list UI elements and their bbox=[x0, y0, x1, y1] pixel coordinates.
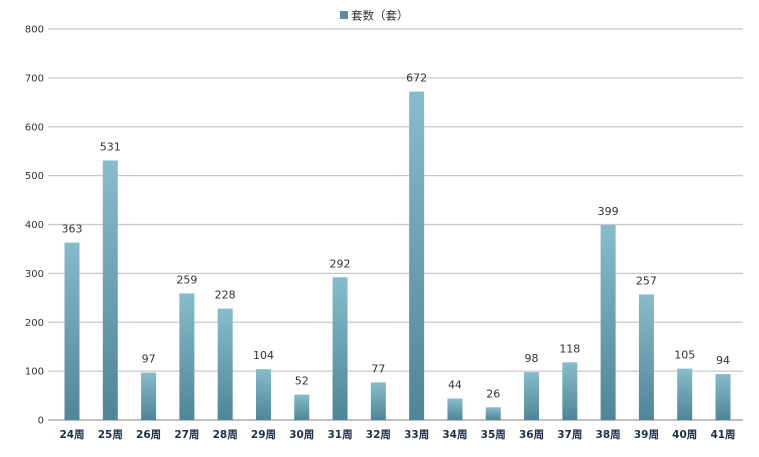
data-label: 257 bbox=[636, 274, 657, 287]
bar-28周 bbox=[217, 308, 233, 420]
x-tick-label: 38周 bbox=[596, 429, 621, 441]
data-label: 97 bbox=[142, 353, 156, 366]
data-label: 26 bbox=[486, 387, 500, 400]
x-tick-label: 25周 bbox=[98, 429, 123, 441]
bar-27周 bbox=[179, 293, 195, 420]
data-label: 531 bbox=[100, 140, 121, 153]
data-label: 259 bbox=[176, 273, 197, 286]
bar-31周 bbox=[332, 277, 348, 420]
bar-26周 bbox=[141, 372, 157, 420]
data-label: 292 bbox=[330, 257, 351, 270]
bar-25周 bbox=[102, 160, 118, 420]
bar-34周 bbox=[447, 398, 463, 420]
bar-36周 bbox=[524, 372, 540, 420]
x-tick-label: 28周 bbox=[213, 429, 238, 441]
y-tick-label: 800 bbox=[25, 25, 44, 36]
y-tick-label: 100 bbox=[25, 367, 44, 378]
bar-39周 bbox=[638, 294, 654, 420]
y-tick-label: 0 bbox=[38, 416, 44, 427]
x-tick-label: 35周 bbox=[481, 429, 506, 441]
x-tick-label: 36周 bbox=[519, 429, 544, 441]
x-tick-label: 27周 bbox=[174, 429, 199, 441]
x-tick-label: 33周 bbox=[404, 429, 429, 441]
data-label: 44 bbox=[448, 378, 462, 391]
bar-38周 bbox=[600, 224, 616, 420]
bar-35周 bbox=[485, 407, 501, 420]
bars bbox=[64, 91, 731, 420]
x-tick-label: 41周 bbox=[710, 429, 735, 441]
y-tick-label: 200 bbox=[25, 318, 44, 329]
y-tick-label: 300 bbox=[25, 269, 44, 280]
legend: 套数（套） bbox=[340, 9, 409, 23]
x-tick-label: 26周 bbox=[136, 429, 161, 441]
x-tick-label: 24周 bbox=[59, 429, 84, 441]
bar-29周 bbox=[255, 369, 271, 420]
x-tick-label: 30周 bbox=[289, 429, 314, 441]
x-tick-label: 37周 bbox=[557, 429, 582, 441]
y-tick-label: 500 bbox=[25, 171, 44, 182]
y-tick-label: 400 bbox=[25, 220, 44, 231]
x-tick-label: 39周 bbox=[634, 429, 659, 441]
x-axis: 24周 25周 26周 27周 28周 29周 30周 31周 32周 33周 34周 35周 36周 3… bbox=[59, 429, 735, 441]
data-label: 77 bbox=[371, 362, 385, 375]
data-label: 399 bbox=[598, 205, 619, 218]
legend-swatch bbox=[340, 11, 348, 19]
x-tick-label: 34周 bbox=[442, 429, 467, 441]
x-tick-label: 29周 bbox=[251, 429, 276, 441]
bar-24周 bbox=[64, 242, 80, 420]
data-label: 118 bbox=[559, 342, 580, 355]
bar-40周 bbox=[677, 368, 693, 420]
bar-30周 bbox=[294, 394, 310, 420]
y-tick-label: 700 bbox=[25, 73, 44, 84]
y-axis: 0 100 200 300 400 500 600 700 800 bbox=[25, 25, 44, 427]
bar-33周 bbox=[409, 91, 425, 420]
data-label: 363 bbox=[62, 223, 83, 236]
bar-41周 bbox=[715, 374, 731, 420]
data-label: 98 bbox=[525, 352, 539, 365]
x-tick-label: 31周 bbox=[327, 429, 352, 441]
x-tick-label: 32周 bbox=[366, 429, 391, 441]
data-label: 104 bbox=[253, 349, 274, 362]
bar-37周 bbox=[562, 362, 578, 420]
data-label: 94 bbox=[716, 354, 730, 367]
data-label: 105 bbox=[674, 349, 695, 362]
data-label: 672 bbox=[406, 72, 427, 85]
y-tick-label: 600 bbox=[25, 122, 44, 133]
x-tick-label: 40周 bbox=[672, 429, 697, 441]
gridlines bbox=[48, 28, 743, 421]
data-labels: 363 531 97 259 228 104 52 292 77 672 44 26 98 118 399 2… bbox=[62, 72, 731, 401]
legend-label: 套数（套） bbox=[351, 9, 409, 23]
bar-32周 bbox=[370, 382, 386, 420]
data-label: 228 bbox=[215, 289, 236, 302]
data-label: 52 bbox=[295, 375, 309, 388]
